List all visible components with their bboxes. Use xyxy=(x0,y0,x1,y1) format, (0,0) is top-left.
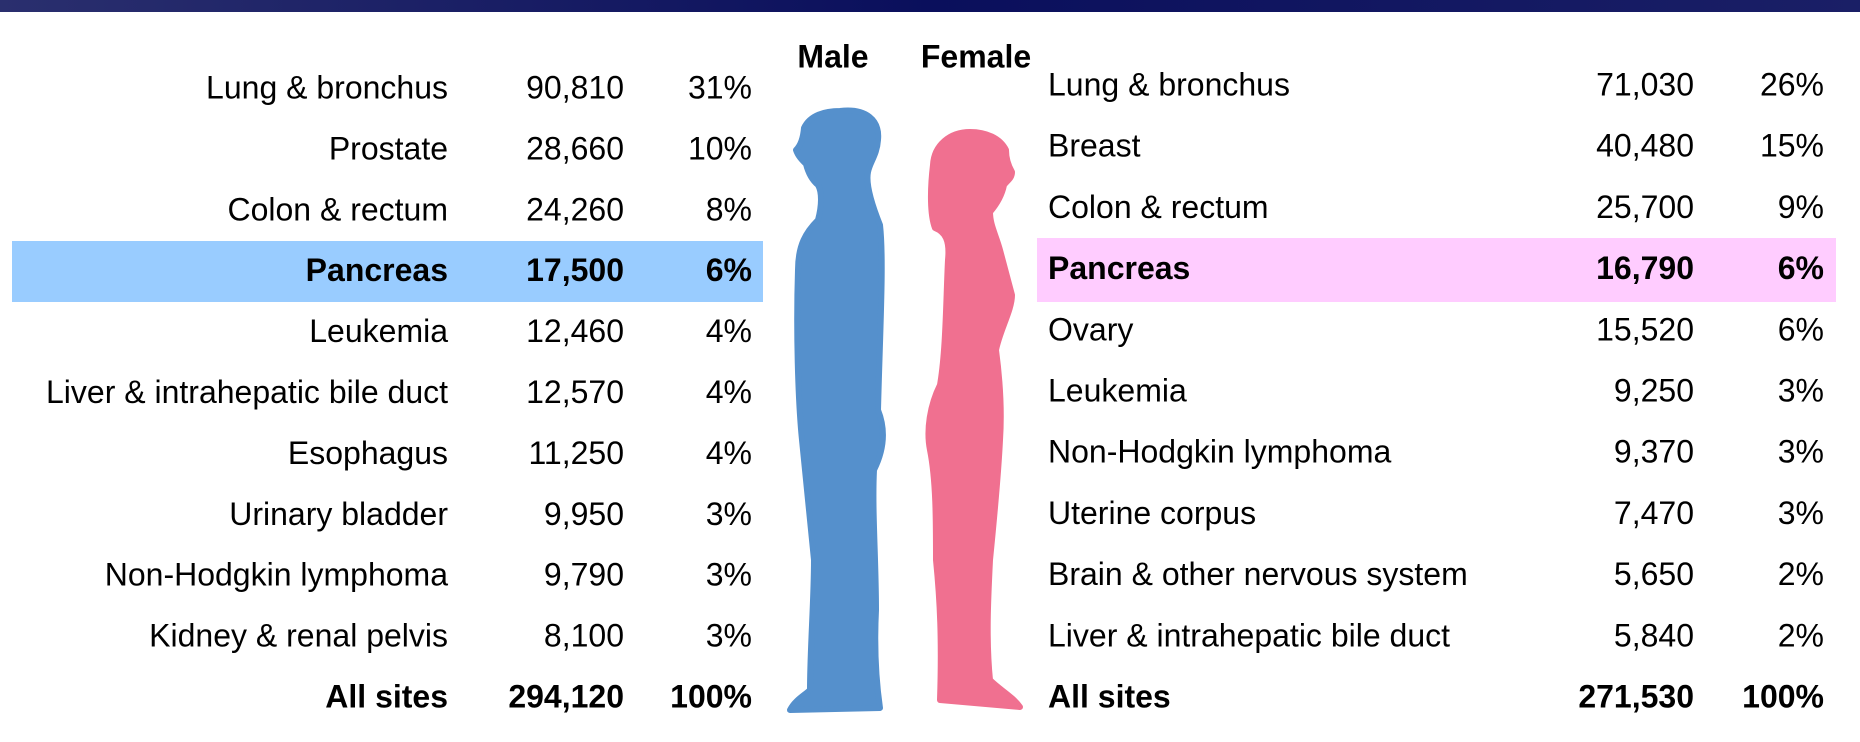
male-silhouette xyxy=(787,107,886,713)
female-count: 9,250 xyxy=(1614,372,1694,408)
female-count: 40,480 xyxy=(1596,128,1694,164)
female-percent: 3% xyxy=(1778,495,1824,531)
female-site: Liver & intrahepatic bile duct xyxy=(1048,617,1450,653)
male-heading: Male xyxy=(797,38,868,74)
female-site: Breast xyxy=(1048,128,1141,164)
female-count: 25,700 xyxy=(1596,189,1694,225)
female-count: 9,370 xyxy=(1614,434,1694,470)
female-count: 271,530 xyxy=(1578,678,1694,714)
female-percent: 2% xyxy=(1778,556,1824,592)
female-site: Brain & other nervous system xyxy=(1048,556,1468,592)
female-site: Leukemia xyxy=(1048,372,1187,408)
male-count: 12,460 xyxy=(526,313,624,349)
female-silhouette xyxy=(925,129,1023,710)
male-count: 9,790 xyxy=(544,557,624,593)
female-percent: 26% xyxy=(1760,66,1824,102)
male-percent: 4% xyxy=(706,313,752,349)
male-site: Pancreas xyxy=(306,252,448,288)
female-count: 5,840 xyxy=(1614,617,1694,653)
female-site: Non-Hodgkin lymphoma xyxy=(1048,434,1391,470)
male-count: 11,250 xyxy=(529,435,625,471)
male-percent: 3% xyxy=(706,557,752,593)
male-percent: 3% xyxy=(706,618,752,654)
male-percent: 100% xyxy=(670,678,752,714)
male-count: 9,950 xyxy=(544,496,624,532)
female-count: 16,790 xyxy=(1596,250,1694,286)
male-count: 28,660 xyxy=(526,130,624,166)
female-site: Pancreas xyxy=(1048,250,1190,286)
male-percent: 6% xyxy=(706,252,752,288)
male-site: Urinary bladder xyxy=(229,496,448,532)
female-highlight xyxy=(1037,238,1836,302)
male-count: 12,570 xyxy=(526,374,624,410)
male-site: All sites xyxy=(325,678,448,714)
female-percent: 3% xyxy=(1778,434,1824,470)
male-count: 294,120 xyxy=(508,678,624,714)
female-percent: 15% xyxy=(1760,128,1824,164)
female-count: 7,470 xyxy=(1614,495,1694,531)
male-count: 24,260 xyxy=(526,191,624,227)
female-percent: 100% xyxy=(1742,678,1824,714)
female-site: Uterine corpus xyxy=(1048,495,1256,531)
male-site: Kidney & renal pelvis xyxy=(149,618,448,654)
female-site: Ovary xyxy=(1048,311,1133,347)
female-site: All sites xyxy=(1048,678,1171,714)
male-site: Leukemia xyxy=(309,313,448,349)
female-percent: 9% xyxy=(1778,189,1824,225)
male-site: Lung & bronchus xyxy=(206,69,448,105)
male-highlight xyxy=(12,241,763,302)
male-count: 90,810 xyxy=(526,69,624,105)
female-count: 5,650 xyxy=(1614,556,1694,592)
male-percent: 31% xyxy=(688,69,752,105)
male-count: 8,100 xyxy=(544,618,624,654)
female-site: Lung & bronchus xyxy=(1048,66,1290,102)
female-percent: 6% xyxy=(1778,250,1824,286)
male-site: Esophagus xyxy=(288,435,448,471)
male-site: Non-Hodgkin lymphoma xyxy=(105,557,448,593)
male-percent: 8% xyxy=(706,191,752,227)
female-percent: 6% xyxy=(1778,311,1824,347)
female-heading: Female xyxy=(921,38,1031,74)
male-percent: 10% xyxy=(688,130,752,166)
male-percent: 4% xyxy=(706,435,752,471)
male-site: Liver & intrahepatic bile duct xyxy=(46,374,448,410)
female-count: 71,030 xyxy=(1596,66,1694,102)
top-bar xyxy=(0,0,1860,12)
female-percent: 2% xyxy=(1778,617,1824,653)
male-site: Prostate xyxy=(329,130,448,166)
female-count: 15,520 xyxy=(1596,311,1694,347)
female-site: Colon & rectum xyxy=(1048,189,1269,225)
male-percent: 4% xyxy=(706,374,752,410)
male-count: 17,500 xyxy=(526,252,624,288)
male-site: Colon & rectum xyxy=(227,191,448,227)
female-percent: 3% xyxy=(1778,372,1824,408)
male-percent: 3% xyxy=(706,496,752,532)
